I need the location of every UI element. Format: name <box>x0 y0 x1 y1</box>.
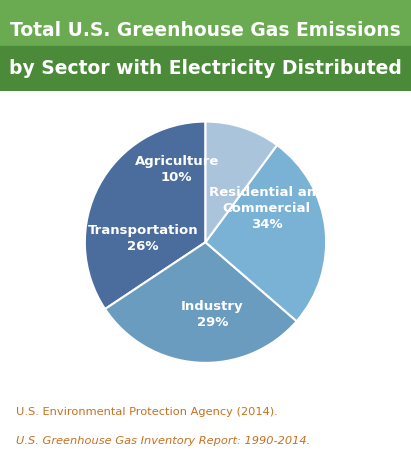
Text: Transportation
26%: Transportation 26% <box>88 224 198 253</box>
Text: by Sector with Electricity Distributed: by Sector with Electricity Distributed <box>9 59 402 78</box>
Wedge shape <box>105 242 297 363</box>
Wedge shape <box>85 122 206 309</box>
Bar <box>0 46 411 91</box>
Text: Total U.S. Greenhouse Gas Emissions: Total U.S. Greenhouse Gas Emissions <box>10 21 401 40</box>
Text: U.S. Greenhouse Gas Inventory Report: 1990-2014.: U.S. Greenhouse Gas Inventory Report: 19… <box>16 436 311 446</box>
Text: Residential and
Commercial
34%: Residential and Commercial 34% <box>208 186 325 231</box>
Wedge shape <box>206 122 277 242</box>
Text: Agriculture
10%: Agriculture 10% <box>134 155 219 184</box>
Wedge shape <box>206 145 326 321</box>
Bar <box>0 0 411 46</box>
Text: Industry
29%: Industry 29% <box>181 300 244 329</box>
Text: U.S. Environmental Protection Agency (2014).: U.S. Environmental Protection Agency (20… <box>16 407 278 417</box>
